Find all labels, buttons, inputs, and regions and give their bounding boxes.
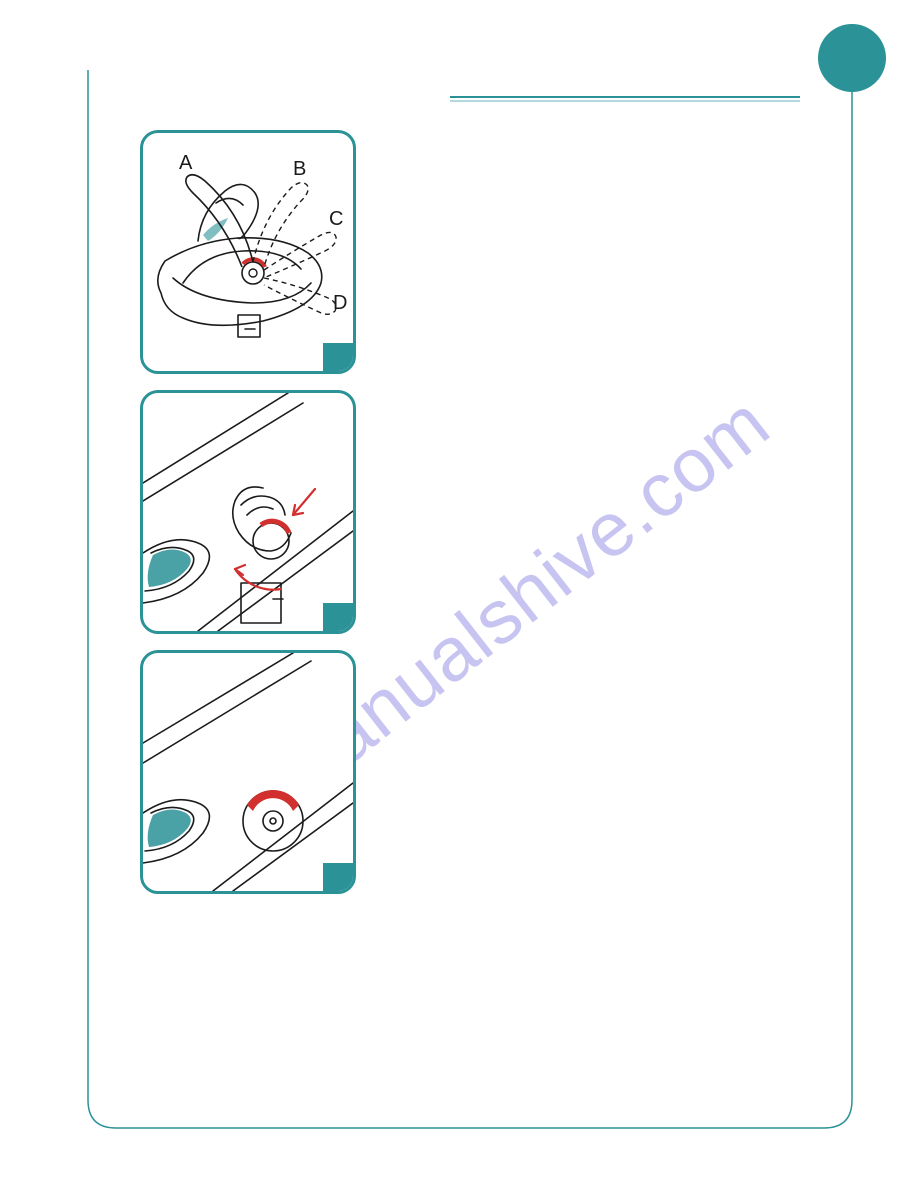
- label-c: C: [329, 208, 343, 230]
- figure-3-tab: [323, 863, 353, 891]
- header-rule: [450, 96, 800, 98]
- label-a: A: [179, 152, 193, 174]
- figure-2: [140, 390, 356, 634]
- figure-3: [140, 650, 356, 894]
- figure-1: A B C D: [140, 130, 356, 374]
- label-d: D: [333, 292, 347, 314]
- manual-page: manualshive.com: [0, 0, 918, 1188]
- figure-1-tab: [323, 343, 353, 371]
- header-rule-2: [450, 100, 800, 102]
- figure-2-tab: [323, 603, 353, 631]
- label-b: B: [293, 158, 306, 180]
- page-frame: [0, 0, 918, 1188]
- corner-dot: [818, 24, 886, 92]
